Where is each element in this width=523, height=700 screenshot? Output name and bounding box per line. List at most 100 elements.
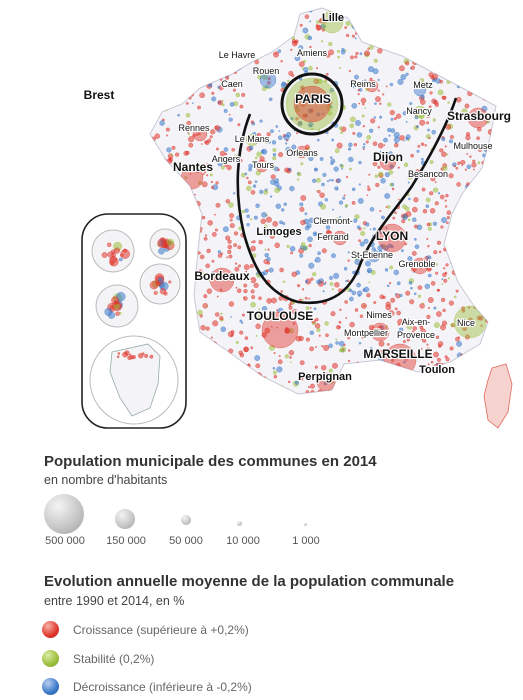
size-legend-title: Population municipale des communes en 20… [44,453,377,470]
commune-bubble [402,46,406,50]
commune-bubble [230,333,234,337]
commune-bubble [216,10,219,13]
commune-bubble [227,249,232,254]
commune-bubble [389,265,394,270]
commune-bubble [165,191,170,196]
commune-bubble [434,102,439,107]
commune-bubble [383,137,388,143]
commune-bubble [225,12,230,16]
commune-bubble [175,8,178,10]
commune-bubble [193,366,196,370]
commune-bubble [233,231,239,236]
commune-bubble [449,134,454,139]
commune-bubble [217,85,221,89]
commune-bubble [211,271,215,275]
commune-bubble [311,319,316,324]
commune-bubble [437,192,441,195]
commune-bubble [435,335,440,339]
commune-bubble [249,264,254,269]
commune-bubble [493,336,496,342]
commune-bubble [445,193,449,198]
city-label: Reims [350,79,376,89]
commune-bubble [323,282,326,286]
commune-bubble [422,208,428,214]
commune-bubble [449,139,454,144]
commune-bubble [377,165,381,169]
commune-bubble [187,39,191,43]
commune-bubble [361,81,365,85]
commune-bubble [254,156,258,160]
commune-bubble [272,156,277,161]
commune-bubble [197,309,203,316]
commune-bubble [469,8,475,11]
commune-bubble [421,42,424,46]
commune-bubble [386,205,391,209]
commune-bubble [222,69,229,75]
commune-bubble [334,148,340,154]
commune-bubble [351,187,356,192]
commune-bubble [365,222,370,227]
size-label-10000: 10 000 [226,535,260,547]
commune-bubble [190,247,193,250]
commune-bubble [244,172,248,176]
commune-bubble [207,277,212,282]
commune-bubble [408,13,411,16]
commune-bubble [405,121,408,123]
city-label: Mulhouse [453,141,492,151]
commune-bubble [357,253,362,258]
commune-bubble [487,41,492,45]
commune-bubble [284,329,289,334]
legend-item-growth: Croissance (supérieure à +0,2%) [42,621,249,638]
commune-bubble [409,101,413,105]
commune-bubble [295,117,299,121]
commune-bubble [404,10,410,16]
commune-bubble [369,77,373,81]
commune-bubble [278,152,284,158]
commune-bubble [305,306,310,310]
commune-bubble [433,187,439,193]
commune-bubble [334,186,339,191]
commune-bubble [262,27,269,34]
commune-bubble [270,129,274,134]
commune-bubble [340,164,344,168]
commune-bubble [437,289,441,292]
commune-bubble [476,379,482,385]
commune-bubble [159,288,167,295]
commune-bubble [301,288,305,291]
commune-bubble [433,250,438,255]
commune-bubble [153,290,158,295]
city-label: Nimes [366,310,392,320]
commune-bubble [456,340,462,347]
commune-bubble [362,369,369,375]
commune-bubble [400,391,404,394]
commune-bubble [425,347,431,353]
commune-bubble [188,74,191,76]
commune-bubble [181,214,188,221]
commune-bubble [426,114,430,119]
commune-bubble [497,216,499,218]
commune-bubble [197,269,203,275]
commune-bubble [348,359,351,362]
commune-bubble [373,301,377,305]
commune-bubble [220,383,224,388]
commune-bubble [465,271,472,278]
commune-bubble [399,293,403,298]
commune-bubble [450,69,455,74]
commune-bubble [157,29,162,35]
commune-bubble [465,132,471,137]
commune-bubble [298,335,304,342]
commune-bubble [300,102,306,107]
commune-bubble [454,111,458,115]
commune-bubble [491,136,496,141]
commune-bubble [427,363,430,366]
commune-bubble [468,245,474,251]
commune-bubble [279,220,283,225]
city-bubble [255,159,269,173]
commune-bubble [254,59,260,65]
commune-bubble [385,206,388,209]
commune-bubble [386,343,390,346]
commune-bubble [480,360,483,364]
commune-bubble [234,262,238,265]
commune-bubble [419,322,424,328]
commune-bubble [254,355,261,361]
